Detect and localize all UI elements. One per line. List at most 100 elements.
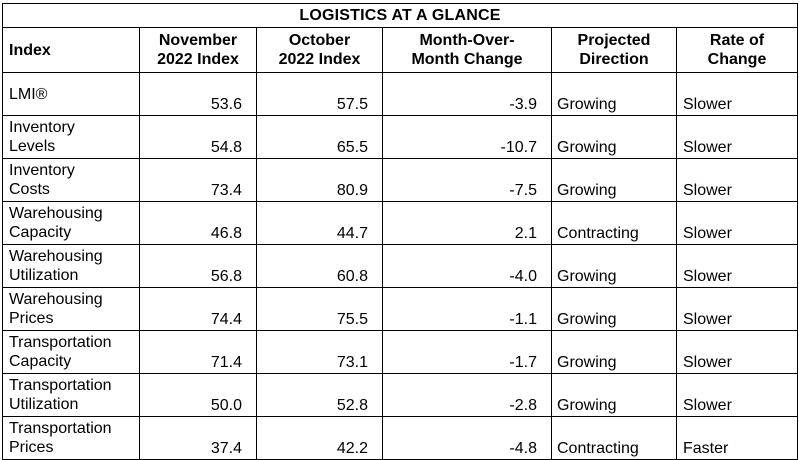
cell-november: 73.4 [139,158,257,202]
cell-october: 65.5 [256,115,383,159]
header-row: Index November 2022 Index October 2022 Index… [2,27,799,73]
cell-index-line: Costs [9,181,50,198]
cell-direction: Growing [551,244,677,288]
cell-november: 74.4 [139,287,257,331]
cell-rate: Slower [675,244,799,288]
cell-rate: Slower [675,72,799,116]
header-direction-line: Direction [579,51,649,68]
cell-rate: Slower [675,115,799,159]
cell-index: Warehousing Prices [2,287,140,331]
cell-index-line: Capacity [9,353,72,370]
header-october: October 2022 Index [256,27,383,73]
cell-rate: Faster [675,416,799,460]
cell-october: 75.5 [256,287,383,331]
cell-november: 56.8 [139,244,257,288]
cell-change: -3.9 [382,72,552,116]
header-index-line: Index [9,41,51,59]
table-row: Inventory Costs 73.4 80.9 -7.5 Growing Slower [2,158,799,202]
cell-direction: Growing [551,72,677,116]
cell-index-line: Capacity [9,224,72,241]
header-rate-line: Change [707,51,767,68]
cell-change: -2.8 [382,373,552,417]
cell-index-line: Prices [9,439,54,456]
table-body: LMI® 53.6 57.5 -3.9 Growing Slower Inventory Le… [2,72,799,460]
cell-index-line: Warehousing [9,205,103,222]
table-row: LMI® 53.6 57.5 -3.9 Growing Slower [2,72,799,116]
header-rate-line: Rate of [709,32,765,49]
cell-november: 54.8 [139,115,257,159]
cell-direction: Growing [551,287,677,331]
cell-index: LMI® [2,72,140,116]
cell-index-line: LMI® [9,85,48,103]
cell-november: 37.4 [139,416,257,460]
cell-october: 52.8 [256,373,383,417]
cell-november: 50.0 [139,373,257,417]
logistics-table-container: LOGISTICS AT A GLANCE Index November 2022 … [1,3,799,460]
cell-direction: Growing [551,158,677,202]
cell-change: -1.1 [382,287,552,331]
cell-index-line: Transportation [9,377,112,394]
cell-october: 60.8 [256,244,383,288]
table-row: Warehousing Prices 74.4 75.5 -1.1 Growing Slow… [2,287,799,331]
cell-change: -4.8 [382,416,552,460]
cell-index: Warehousing Capacity [2,201,140,245]
cell-index-line: Warehousing [9,248,103,265]
header-november: November 2022 Index [139,27,257,73]
table-row: Warehousing Utilization 56.8 60.8 -4.0 Growin… [2,244,799,288]
cell-rate: Slower [675,330,799,374]
header-change-line: Month Change [411,51,523,68]
table-title: LOGISTICS AT A GLANCE [1,3,799,28]
table-row: Inventory Levels 54.8 65.5 -10.7 Growing Slowe… [2,115,799,159]
table-row: Transportation Prices 37.4 42.2 -4.8 Contract… [2,416,799,460]
cell-november: 71.4 [139,330,257,374]
cell-index-line: Utilization [9,396,79,413]
cell-index: Warehousing Utilization [2,244,140,288]
cell-change: -4.0 [382,244,552,288]
cell-october: 42.2 [256,416,383,460]
table-row: Warehousing Capacity 46.8 44.7 2.1 Contractin… [2,201,799,245]
cell-rate: Slower [675,158,799,202]
cell-october: 44.7 [256,201,383,245]
header-october-line: 2022 Index [278,51,361,68]
cell-november: 46.8 [139,201,257,245]
cell-change: 2.1 [382,201,552,245]
cell-index: Transportation Prices [2,416,140,460]
table-row: Transportation Capacity 71.4 73.1 -1.7 Growin… [2,330,799,374]
logistics-table: LOGISTICS AT A GLANCE Index November 2022 … [1,3,799,460]
cell-rate: Slower [675,373,799,417]
cell-change: -7.5 [382,158,552,202]
header-index: Index [2,27,140,73]
cell-index-line: Prices [9,310,54,327]
cell-rate: Slower [675,287,799,331]
cell-index-line: Levels [9,138,56,155]
cell-october: 57.5 [256,72,383,116]
cell-november: 53.6 [139,72,257,116]
cell-index: Transportation Utilization [2,373,140,417]
header-november-line: 2022 Index [157,51,239,68]
cell-direction: Growing [551,373,677,417]
header-change: Month-Over- Month Change [382,27,552,73]
cell-index: Inventory Levels [2,115,140,159]
cell-index-line: Warehousing [9,291,103,308]
cell-direction: Growing [551,115,677,159]
header-rate: Rate of Change [675,27,799,73]
header-november-line: November [158,32,238,49]
table-row: Transportation Utilization 50.0 52.8 -2.8 Gro… [2,373,799,417]
cell-index-line: Transportation [9,420,112,437]
cell-october: 73.1 [256,330,383,374]
header-change-line: Month-Over- [419,32,515,49]
cell-index-line: Inventory [9,162,75,179]
cell-direction: Contracting [551,201,677,245]
cell-index-line: Utilization [9,267,79,284]
header-october-line: October [288,32,351,49]
cell-index-line: Transportation [9,334,112,351]
cell-october: 80.9 [256,158,383,202]
cell-direction: Growing [551,330,677,374]
cell-change: -1.7 [382,330,552,374]
cell-change: -10.7 [382,115,552,159]
cell-direction: Contracting [551,416,677,460]
cell-index: Inventory Costs [2,158,140,202]
cell-index-line: Inventory [9,119,75,136]
header-direction: Projected Direction [551,27,677,73]
cell-rate: Slower [675,201,799,245]
